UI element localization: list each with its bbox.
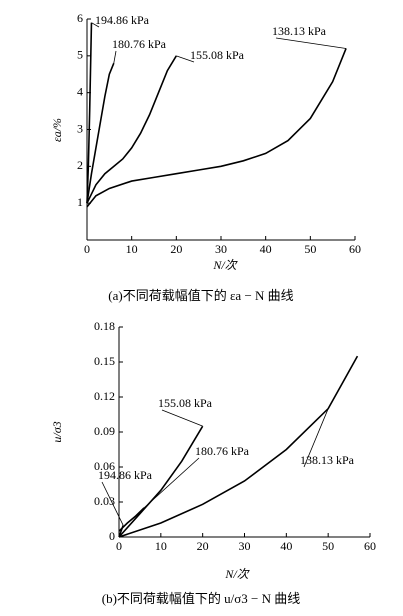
leader-line	[91, 22, 100, 28]
y-tick-label: 2	[77, 158, 83, 172]
leader-line	[101, 481, 124, 526]
series-label: 155.08 kPa	[190, 48, 245, 62]
series-label: 194.86 kPa	[95, 13, 150, 27]
x-tick-label: 10	[155, 539, 167, 553]
series-line	[118, 507, 145, 532]
x-tick-label: 0	[116, 539, 122, 553]
x-tick-label: 60	[349, 242, 361, 256]
series-line	[118, 425, 204, 538]
y-axis-label: u/σ3	[50, 421, 64, 442]
series-label: 138.13 kPa	[300, 453, 355, 467]
series-line	[86, 62, 115, 204]
y-tick-label: 0	[109, 529, 115, 543]
x-tick-label: 30	[215, 242, 227, 256]
caption: (a)不同荷载幅值下的 εa − N 曲线	[108, 288, 293, 303]
series-label: 138.13 kPa	[272, 24, 327, 38]
y-tick-label: 0.06	[94, 459, 115, 473]
x-tick-label: 50	[322, 539, 334, 553]
x-tick-label: 20	[170, 242, 182, 256]
y-tick-label: 3	[77, 121, 83, 135]
y-tick-label: 0.15	[94, 354, 115, 368]
series-label: 155.08 kPa	[158, 396, 213, 410]
y-tick-label: 0.12	[94, 389, 115, 403]
y-tick-label: 5	[77, 48, 83, 62]
series-label: 194.86 kPa	[98, 468, 153, 482]
leader-line	[113, 50, 117, 64]
y-tick-label: 0.18	[94, 319, 115, 333]
leader-line	[176, 55, 195, 63]
x-tick-label: 40	[280, 539, 292, 553]
series-label: 180.76 kPa	[112, 37, 167, 51]
series-line	[86, 48, 347, 208]
series-label: 180.76 kPa	[195, 444, 250, 458]
y-tick-label: 4	[77, 84, 83, 98]
series-line	[86, 22, 93, 204]
y-tick-label: 6	[77, 11, 83, 25]
leader-line	[161, 409, 203, 427]
series-line	[86, 55, 178, 204]
y-tick-label: 0.03	[94, 494, 115, 508]
caption: (b)不同荷载幅值下的 u/σ3 − N 曲线	[102, 591, 301, 606]
x-tick-label: 10	[126, 242, 138, 256]
y-tick-label: 0.09	[94, 424, 115, 438]
x-axis-label: N/次	[212, 258, 238, 272]
x-tick-label: 20	[197, 539, 209, 553]
x-tick-label: 40	[260, 242, 272, 256]
x-tick-label: 60	[364, 539, 376, 553]
x-tick-label: 50	[304, 242, 316, 256]
leader-line	[303, 408, 329, 468]
x-tick-label: 30	[239, 539, 251, 553]
x-tick-label: 0	[84, 242, 90, 256]
y-axis-label: εa/%	[50, 118, 64, 142]
y-tick-label: 1	[77, 195, 83, 209]
leader-line	[275, 37, 347, 49]
x-axis-label: N/次	[224, 567, 250, 581]
